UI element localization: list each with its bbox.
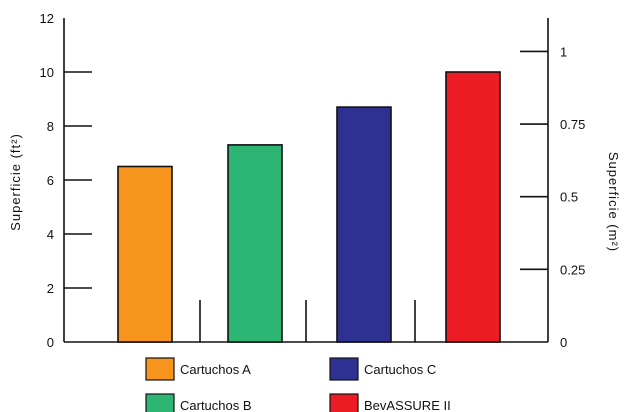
right-tick-label: 0.75 (560, 117, 585, 132)
right-axis: 0 0.25 0.5 0.75 1 (520, 44, 585, 350)
legend-label-cartuchos-c: Cartuchos C (364, 362, 436, 377)
right-axis-title: Superficie (m²) (606, 152, 621, 252)
legend: Cartuchos A Cartuchos C Cartuchos B BevASSU… (145, 357, 451, 412)
legend-label-cartuchos-a: Cartuchos A (180, 362, 251, 377)
legend-swatch-cartuchos-b (145, 393, 175, 412)
left-tick-label: 4 (47, 227, 54, 242)
legend-label-cartuchos-b: Cartuchos B (180, 398, 252, 412)
legend-swatch-bevassure-ii (329, 393, 359, 412)
bar-cartuchos-b (227, 144, 283, 343)
right-tick-label: 0 (560, 335, 567, 350)
left-tick-label: 8 (47, 119, 54, 134)
right-tick-label: 0.5 (560, 190, 578, 205)
left-axis: 0 2 4 6 8 10 12 (40, 11, 92, 350)
left-axis-title: Superficie (ft²) (8, 133, 23, 231)
right-tick-label: 0.25 (560, 262, 585, 277)
left-tick-label: 10 (40, 65, 54, 80)
legend-swatch-cartuchos-a (145, 357, 175, 381)
left-tick-label: 12 (40, 11, 54, 26)
legend-label-bevassure-ii: BevASSURE II (364, 398, 451, 412)
category-separators (199, 300, 416, 342)
bars-group (117, 71, 501, 343)
left-tick-label: 0 (47, 335, 54, 350)
left-tick-label: 2 (47, 281, 54, 296)
legend-swatch-cartuchos-c (329, 357, 359, 381)
left-tick-label: 6 (47, 173, 54, 188)
bar-cartuchos-a (117, 165, 173, 343)
right-tick-label: 1 (560, 44, 567, 59)
bar-bevassure-ii (445, 71, 501, 343)
bar-cartuchos-c (336, 106, 392, 343)
